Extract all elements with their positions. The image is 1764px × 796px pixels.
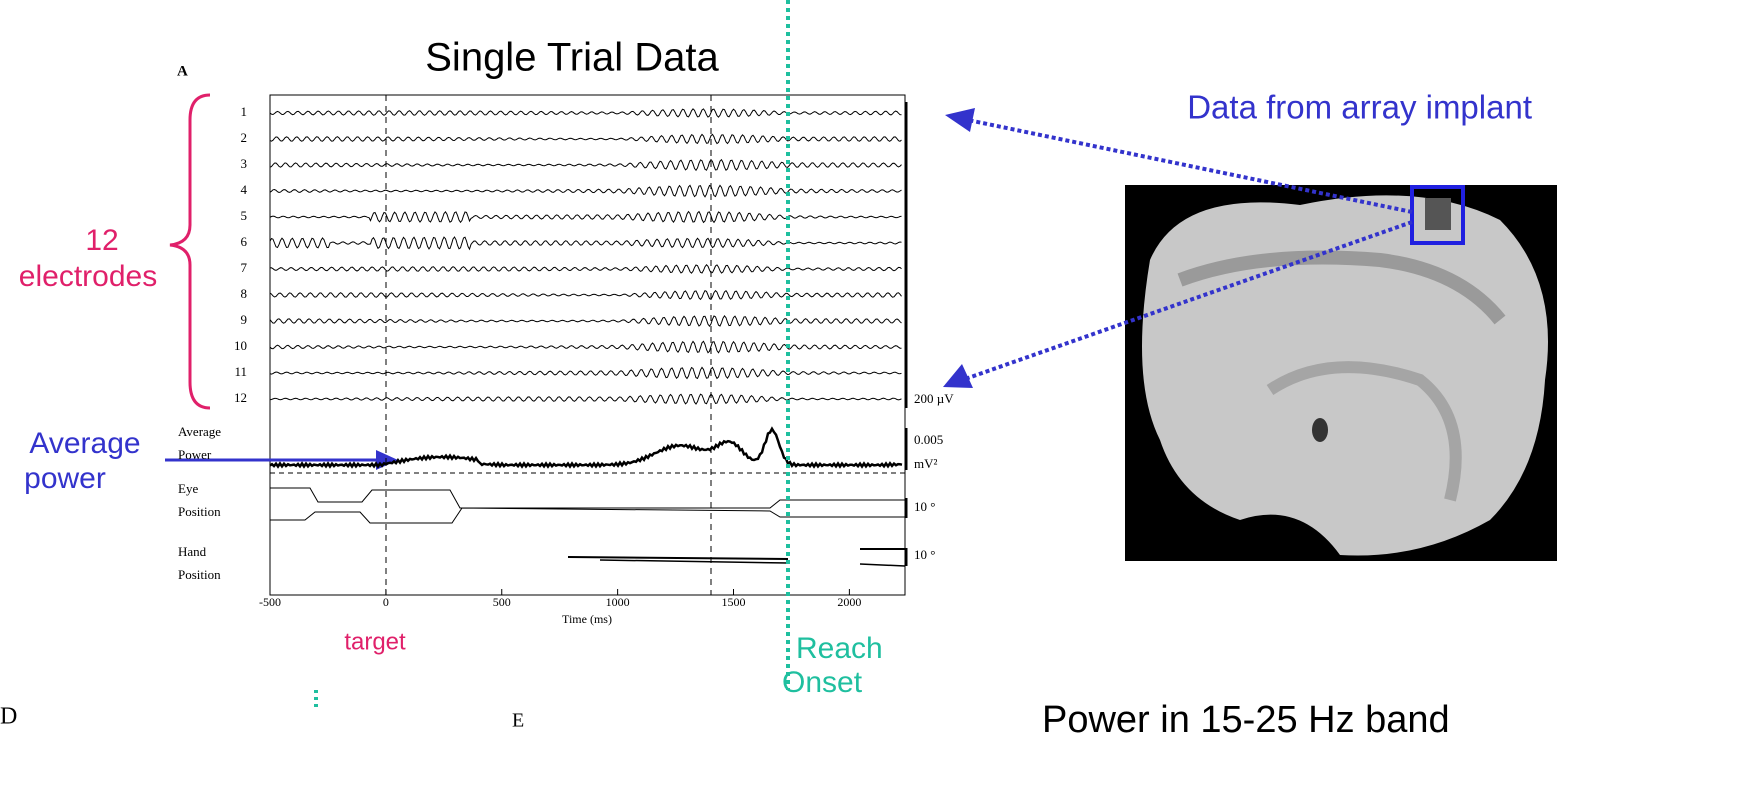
brace-label: electrodes [19, 260, 157, 293]
eeg-trace [269, 264, 902, 274]
eeg-trace [269, 315, 902, 328]
implant-site [1425, 198, 1451, 230]
eye-trace [270, 487, 905, 509]
eeg-trace [269, 210, 902, 224]
brain-fold [1177, 250, 1506, 325]
electrode-label: 9 [241, 312, 248, 327]
title: Single Trial Data [425, 36, 719, 80]
electrode-label: 4 [241, 182, 248, 197]
brain-spot [1312, 418, 1328, 442]
scale-label: 0.005 [914, 432, 943, 447]
power-trace [269, 426, 903, 469]
row-label: Position [178, 567, 221, 582]
x-tick-label: -500 [259, 595, 281, 609]
avg-label: Average [29, 427, 140, 460]
electrode-label: 11 [234, 364, 247, 379]
reach-label: Reach [796, 632, 883, 665]
eeg-trace [269, 340, 902, 354]
electrode-label: 5 [241, 208, 248, 223]
eeg-trace [269, 158, 902, 172]
scale-label: 10 ° [914, 547, 935, 562]
panel-label: A [177, 63, 188, 79]
row-label: Position [178, 504, 221, 519]
electrode-label: 12 [234, 390, 247, 405]
brain-fold [1266, 361, 1462, 502]
fragment: E [512, 710, 524, 732]
reach-label: Onset [782, 666, 863, 699]
x-tick-label: 1500 [722, 595, 746, 609]
electrode-label: 2 [241, 130, 248, 145]
hand-trace [567, 548, 905, 560]
eeg-trace [269, 289, 902, 301]
brace [169, 93, 211, 410]
brace-label: 12 [85, 224, 118, 257]
eeg-trace [269, 184, 902, 198]
row-label: Average [178, 424, 221, 439]
x-tick-label: 2000 [837, 595, 861, 609]
x-axis-label: Time (ms) [562, 612, 612, 626]
electrode-label: 7 [241, 260, 248, 275]
scale-label: 10 ° [914, 499, 935, 514]
electrode-label: 8 [241, 286, 248, 301]
implant-arrow [967, 118, 1413, 214]
hand-trace [599, 559, 906, 567]
avg-label: power [24, 462, 106, 495]
electrode-label: 6 [241, 234, 248, 249]
bottom-text: Power in 15-25 Hz band [1042, 699, 1450, 741]
implant-label: Data from array implant [1187, 89, 1532, 126]
traces [269, 95, 906, 595]
implant-box [1410, 185, 1465, 245]
eeg-trace [269, 236, 902, 251]
electrode-label: 3 [241, 156, 248, 171]
electrode-label: 10 [234, 338, 247, 353]
row-label: Hand [178, 544, 207, 559]
eeg-trace [269, 108, 902, 118]
x-tick-label: 500 [493, 595, 511, 609]
target-label: target [344, 628, 406, 655]
implant-arrowhead [943, 364, 973, 388]
scale-label: 200 µV [914, 391, 954, 406]
eeg-trace [269, 393, 902, 405]
row-label: Eye [178, 481, 198, 496]
x-tick-label: 1000 [606, 595, 630, 609]
implant-arrow [967, 220, 1413, 380]
eeg-trace [269, 133, 902, 145]
implant-arrowhead [945, 108, 975, 132]
x-tick-label: 0 [383, 595, 389, 609]
eeg-trace [269, 366, 902, 380]
row-label: Power [178, 447, 212, 462]
eye-trace [270, 507, 905, 524]
electrode-label: 1 [241, 104, 248, 119]
fragment: D [0, 704, 17, 730]
scale-label: mV² [914, 456, 938, 471]
